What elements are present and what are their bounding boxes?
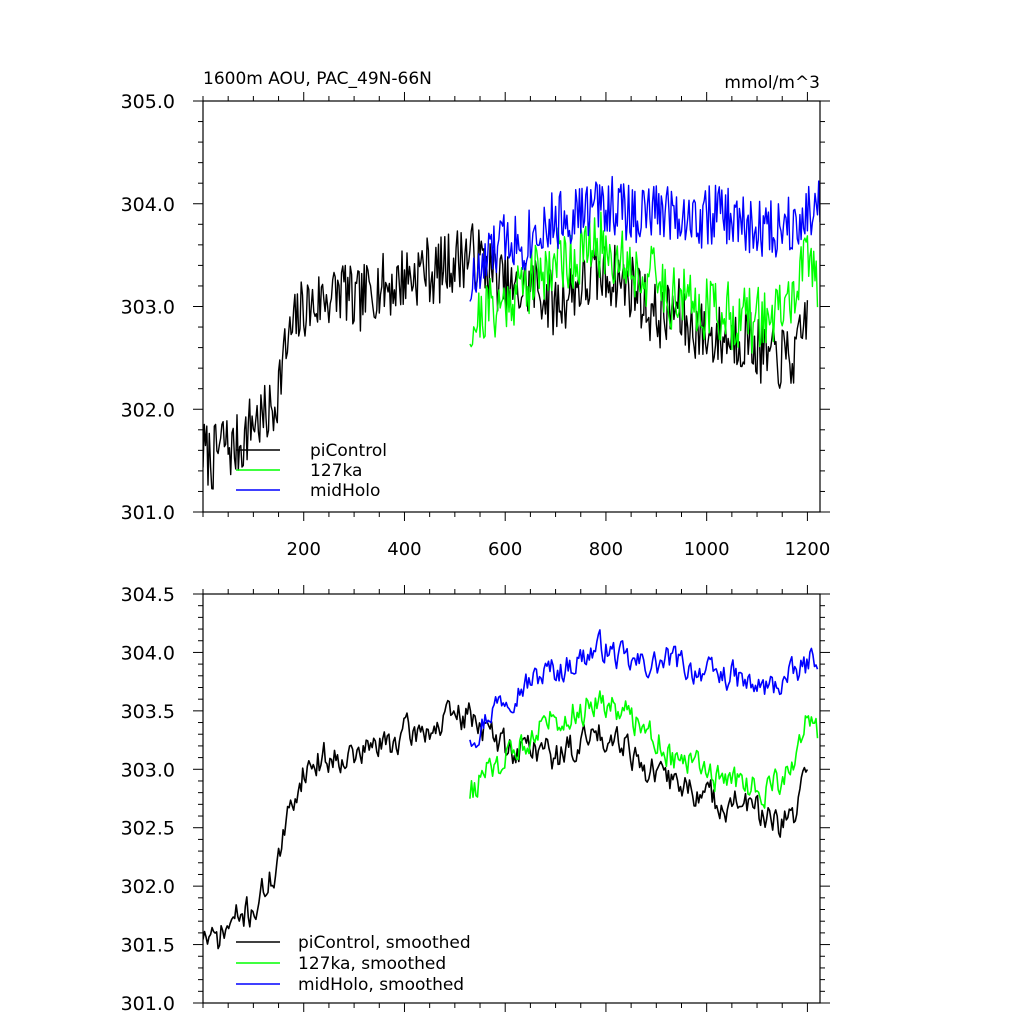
- y-tick-label: 303.0: [121, 759, 175, 781]
- y-tick-label: 301.0: [121, 993, 175, 1015]
- legend-label: piControl, smoothed: [298, 933, 471, 953]
- x-tick-label: 600: [488, 539, 522, 560]
- units-label: mmol/m^3: [724, 73, 820, 93]
- top-panel: 200 400 600 800 1000 1200 301.0 302.0 303.0 304.0…: [121, 91, 831, 560]
- series-line-127ka: [469, 211, 819, 354]
- y-tick-label: 304.0: [121, 642, 175, 664]
- plot-frame: [202, 593, 821, 1004]
- x-tick-label: 1000: [684, 539, 730, 560]
- y-tick-label: 302.5: [121, 818, 175, 840]
- y-tick-label: 302.0: [121, 876, 175, 898]
- y-tick-label: 301.5: [121, 935, 175, 957]
- y-tick-label: 305.0: [121, 91, 175, 113]
- y-tick-label: 301.0: [121, 502, 175, 524]
- series-line-picontrol-smoothed: [203, 699, 809, 950]
- legend-label: midHolo, smoothed: [298, 975, 464, 995]
- series-line-midholo: [469, 175, 820, 302]
- x-tick-label: 200: [287, 539, 321, 560]
- y-tick-label: 302.0: [121, 399, 175, 421]
- legend-label: piControl: [310, 441, 387, 461]
- chart-title: 1600m AOU, PAC_49N-66N: [203, 69, 432, 89]
- series-line-midholo-smoothed: [469, 629, 819, 749]
- legend-label: midHolo: [310, 481, 380, 501]
- legend-label: 127ka: [310, 461, 362, 481]
- series-line-picontrol: [203, 223, 809, 490]
- x-tick-label: 400: [387, 539, 421, 560]
- y-tick-label: 303.5: [121, 701, 175, 723]
- y-tick-label: 304.5: [121, 584, 175, 606]
- y-tick-label: 303.0: [121, 297, 175, 319]
- y-tick-label: 304.0: [121, 194, 175, 216]
- x-tick-label: 800: [589, 539, 623, 560]
- x-tick-label: 1200: [785, 539, 831, 560]
- bottom-panel: 301.0 301.5 302.0 302.5 303.0 303.5 304.0 304.5…: [121, 584, 830, 1015]
- legend-label: 127ka, smoothed: [298, 954, 446, 974]
- series-line-127ka-smoothed: [469, 690, 819, 809]
